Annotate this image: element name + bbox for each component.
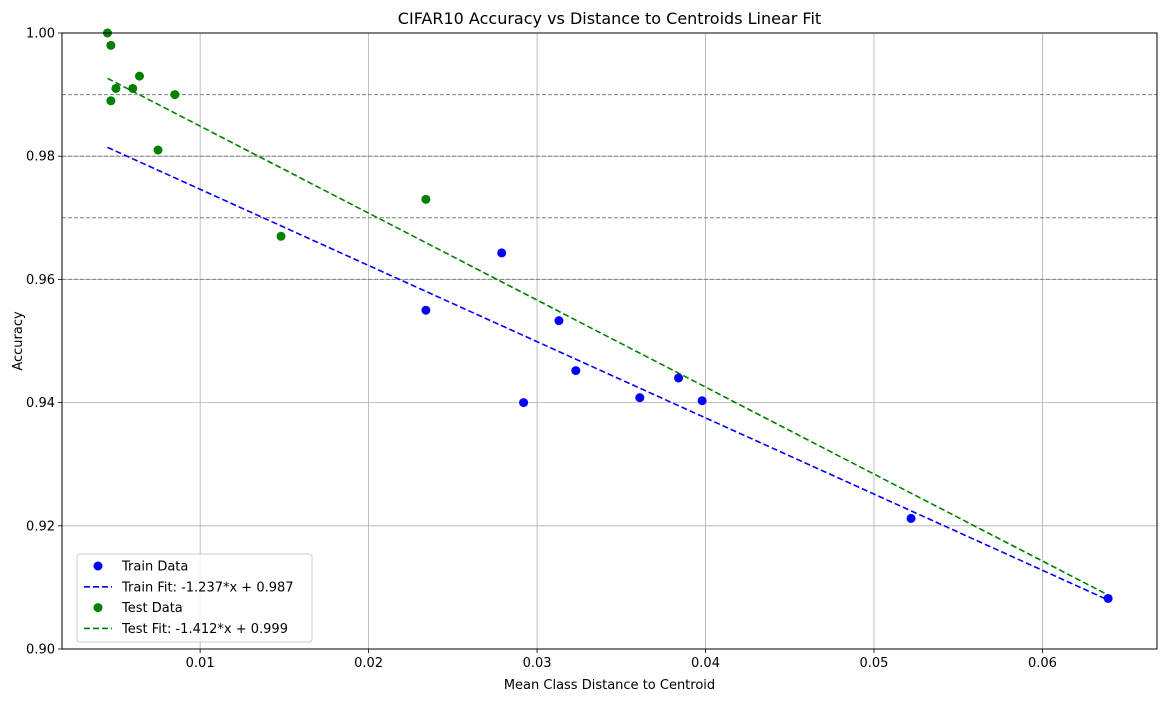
data-point [674, 373, 684, 383]
data-point [276, 231, 286, 241]
legend-item: Test Data [93, 601, 183, 616]
data-point [106, 96, 116, 106]
data-point [134, 71, 144, 81]
legend-marker [93, 603, 103, 613]
data-point [571, 366, 581, 376]
y-tick-label: 0.98 [26, 150, 55, 165]
data-point [106, 40, 116, 50]
x-axis-label: Mean Class Distance to Centroid [504, 678, 715, 693]
data-point [111, 83, 121, 93]
chart-title: CIFAR10 Accuracy vs Distance to Centroid… [398, 9, 821, 28]
x-tick-label: 0.02 [354, 656, 383, 671]
y-tick-label: 0.90 [26, 643, 55, 658]
legend-label: Test Fit: -1.412*x + 0.999 [121, 622, 288, 637]
data-point [421, 305, 431, 315]
x-tick-label: 0.01 [186, 656, 215, 671]
data-points [102, 28, 1113, 603]
legend-label: Test Data [121, 601, 183, 616]
data-point [697, 396, 707, 406]
data-point [421, 194, 431, 204]
data-point [635, 393, 645, 403]
legend-item: Train Fit: -1.237*x + 0.987 [84, 580, 294, 595]
fit-line [107, 77, 1109, 596]
data-point [497, 248, 507, 258]
y-tick-label: 0.94 [26, 396, 55, 411]
legend-label: Train Fit: -1.237*x + 0.987 [121, 580, 294, 595]
legend-item: Train Data [93, 560, 188, 575]
plot-frame [61, 32, 1158, 650]
data-point [128, 83, 138, 93]
y-tick-label: 1.00 [26, 27, 55, 42]
y-tick-label: 0.96 [26, 273, 55, 288]
legend-items: Train Data Train Fit: -1.237*x + 0.987 Tes… [84, 560, 294, 637]
y-tick-label: 0.92 [26, 519, 55, 534]
data-point [906, 513, 916, 523]
y-axis-label: Accuracy [11, 311, 26, 371]
fit-line [107, 146, 1109, 601]
x-tick-label: 0.06 [1028, 656, 1057, 671]
fit-lines [107, 77, 1109, 601]
data-point [153, 145, 163, 155]
reference-lines [62, 94, 1157, 280]
legend-marker [93, 561, 103, 571]
axis-ticks: 0.01 0.02 0.03 0.04 0.05 0.06 0.90 0.92 0.94 0.96… [26, 27, 1057, 672]
data-point [554, 316, 564, 326]
legend-item: Test Fit: -1.412*x + 0.999 [84, 622, 288, 637]
legend-box [76, 553, 313, 643]
data-point [1103, 593, 1113, 603]
legend-label: Train Data [121, 560, 188, 575]
x-tick-label: 0.05 [860, 656, 889, 671]
data-point [170, 90, 180, 100]
x-tick-label: 0.03 [523, 656, 552, 671]
legend: Train Data Train Fit: -1.237*x + 0.987 Tes… [76, 553, 313, 643]
data-point [519, 398, 529, 408]
x-tick-label: 0.04 [691, 656, 720, 671]
